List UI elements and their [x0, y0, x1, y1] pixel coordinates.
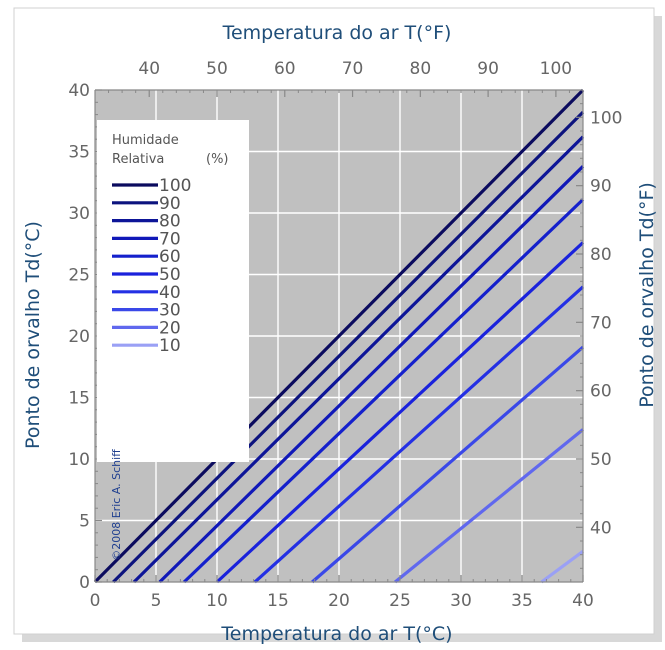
- legend-label: 60: [159, 247, 181, 267]
- legend-title: (%): [206, 152, 229, 167]
- y-tick-label: 30: [68, 204, 90, 224]
- series-line-20: [394, 428, 585, 584]
- y-tick-label: 20: [68, 327, 90, 347]
- y-tick-label: 5: [79, 512, 90, 532]
- legend-label: 20: [159, 318, 181, 338]
- series-line-50: [215, 241, 585, 584]
- series-line-10: [540, 550, 584, 584]
- series-line-70: [158, 165, 585, 584]
- legend-label: 50: [159, 265, 181, 285]
- x-tick-label: 0: [90, 591, 101, 611]
- x2-tick-label: 100: [540, 59, 572, 79]
- y2-tick-label: 50: [590, 450, 612, 470]
- x-tick-label: 15: [267, 591, 289, 611]
- x2-tick-label: 40: [138, 59, 160, 79]
- legend-label: 100: [159, 176, 191, 196]
- legend-label: 80: [159, 212, 181, 232]
- y2-tick-label: 40: [590, 518, 612, 538]
- x-tick-label: 25: [389, 591, 411, 611]
- x-tick-label: 35: [511, 591, 533, 611]
- legend-title: Relativa: [112, 152, 164, 167]
- series-line-30: [311, 345, 585, 584]
- legend-label: 40: [159, 283, 181, 303]
- x-tick-label: 40: [572, 591, 594, 611]
- y2-tick-label: 70: [590, 313, 612, 333]
- legend-title: Humidade: [112, 133, 179, 148]
- y-tick-label: 0: [79, 573, 90, 593]
- y-tick-label: 40: [68, 81, 90, 101]
- y-tick-label: 35: [68, 143, 90, 163]
- y-tick-label: 15: [68, 389, 90, 409]
- x-tick-label: 20: [328, 591, 350, 611]
- y2-tick-label: 60: [590, 382, 612, 402]
- legend-label: 70: [159, 229, 181, 249]
- x2-tick-label: 90: [477, 59, 499, 79]
- series-line-80: [132, 135, 585, 584]
- y2-axis-label: Ponto de orvalho Td(°F): [636, 182, 658, 408]
- x2-tick-label: 70: [342, 59, 364, 79]
- series-line-100: [93, 88, 585, 584]
- x2-tick-label: 60: [274, 59, 296, 79]
- series-line-90: [112, 110, 585, 584]
- x2-axis-label: Temperatura do ar T(°F): [222, 22, 452, 44]
- series-line-40: [253, 285, 585, 584]
- x-tick-label: 5: [151, 591, 162, 611]
- y-tick-label: 10: [68, 450, 90, 470]
- x-tick-label: 30: [450, 591, 472, 611]
- copyright-text: ©2008 Eric A. Schiff: [110, 449, 123, 561]
- x2-tick-label: 80: [410, 59, 432, 79]
- legend-label: 10: [159, 336, 181, 356]
- x2-tick-label: 50: [206, 59, 228, 79]
- y2-tick-label: 80: [590, 245, 612, 265]
- y-axis-label: Ponto de orvalho Td(°C): [22, 221, 44, 449]
- legend-label: 30: [159, 301, 181, 321]
- y2-tick-label: 90: [590, 177, 612, 197]
- x-tick-label: 10: [206, 591, 228, 611]
- x-axis-label: Temperatura do ar T(°C): [220, 623, 452, 645]
- legend-label: 90: [159, 194, 181, 214]
- y-tick-label: 25: [68, 266, 90, 286]
- series-line-60: [182, 198, 585, 584]
- y2-tick-label: 100: [590, 108, 622, 128]
